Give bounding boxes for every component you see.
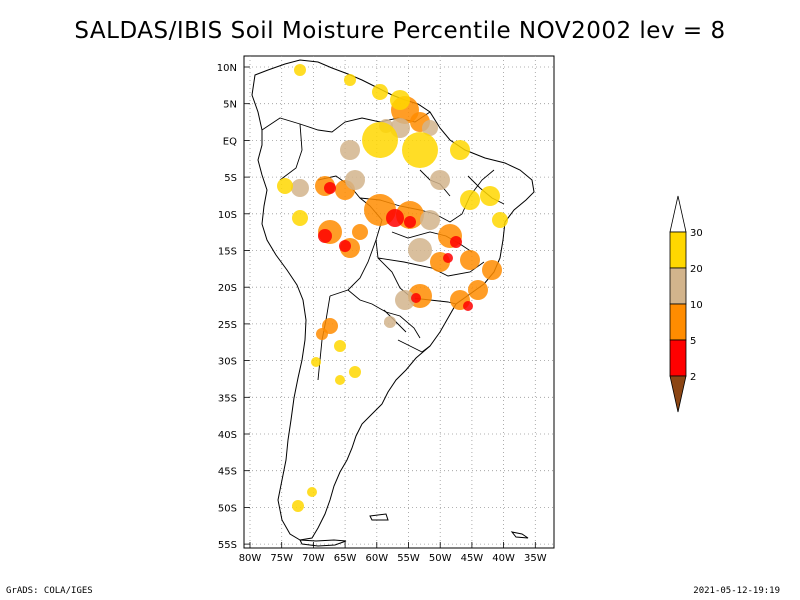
percentile-patch xyxy=(460,190,480,210)
percentile-patch xyxy=(402,132,438,168)
colorbar-segment xyxy=(669,339,687,377)
percentile-patch xyxy=(362,122,398,158)
percentile-patch xyxy=(292,210,308,226)
lon-label-80w: 80W xyxy=(239,553,262,564)
percentile-patch xyxy=(339,240,351,252)
lon-label-50w: 50W xyxy=(429,553,452,564)
percentile-patch xyxy=(277,178,293,194)
percentile-patch xyxy=(480,186,500,206)
percentile-patch xyxy=(334,340,346,352)
map-title: SALDAS/IBIS Soil Moisture Percentile NOV… xyxy=(74,18,726,44)
percentile-patch xyxy=(307,487,317,497)
percentile-patch xyxy=(468,280,488,300)
lat-label-50s: 50S xyxy=(218,503,237,514)
colorbar-label: 5 xyxy=(690,336,696,347)
colorbar-label: 30 xyxy=(690,228,703,239)
lat-label-10n: 10N xyxy=(217,63,237,74)
lat-label-20s: 20S xyxy=(218,283,237,294)
percentile-patch xyxy=(352,224,368,240)
percentile-patch xyxy=(408,238,432,262)
percentile-patch xyxy=(430,170,450,190)
percentile-patch xyxy=(450,140,470,160)
percentile-patch xyxy=(349,366,361,378)
percentile-patch xyxy=(324,182,336,194)
lat-label-eq: EQ xyxy=(223,136,237,147)
lon-label-60w: 60W xyxy=(365,553,388,564)
lon-label-55w: 55W xyxy=(397,553,420,564)
soil-moisture-shading xyxy=(277,64,508,512)
lat-label-35s: 35S xyxy=(218,393,237,404)
lat-label-5s: 5S xyxy=(224,173,237,184)
lon-label-40w: 40W xyxy=(492,553,515,564)
percentile-patch xyxy=(492,212,508,228)
percentile-patch xyxy=(292,500,304,512)
colorbar-segment xyxy=(669,303,687,341)
footer-timestamp: 2021-05-12-19:19 xyxy=(693,586,780,596)
longitude-labels: 80W 75W 70W 65W 60W 55W 50W 45W 40W 35W xyxy=(239,553,547,564)
percentile-patch xyxy=(450,236,462,248)
percentile-patch xyxy=(372,84,388,100)
percentile-patch xyxy=(340,140,360,160)
percentile-patch xyxy=(386,209,404,227)
percentile-patch xyxy=(345,170,365,190)
lat-label-25s: 25S xyxy=(218,320,237,331)
percentile-patch xyxy=(482,260,502,280)
lon-label-45w: 45W xyxy=(461,553,484,564)
lat-label-10s: 10S xyxy=(218,210,237,221)
percentile-patch xyxy=(335,375,345,385)
percentile-patch xyxy=(291,179,309,197)
colorbar-label: 20 xyxy=(690,264,703,275)
lat-label-40s: 40S xyxy=(218,430,237,441)
colorbar-segment xyxy=(669,267,687,305)
percentile-patch xyxy=(463,301,473,311)
lat-label-15s: 15S xyxy=(218,247,237,258)
lon-label-70w: 70W xyxy=(302,553,325,564)
latitude-labels: 10N 5N EQ 5S 10S 15S 20S 25S 30S 35S 40S 45S 50S 55S xyxy=(217,63,237,551)
percentile-patch xyxy=(318,229,332,243)
percentile-patch xyxy=(422,120,438,136)
percentile-patch xyxy=(404,216,416,228)
colorbar-top-arrow xyxy=(669,195,687,233)
lat-label-5n: 5N xyxy=(223,100,237,111)
percentile-patch xyxy=(311,357,321,367)
grid-lines xyxy=(244,56,554,548)
lon-label-65w: 65W xyxy=(334,553,357,564)
lat-label-45s: 45S xyxy=(218,467,237,478)
percentile-patch xyxy=(460,250,480,270)
colorbar-label: 10 xyxy=(690,300,703,311)
colorbar-label: 2 xyxy=(690,372,696,383)
colorbar-bottom-arrow xyxy=(669,375,687,413)
lon-label-35w: 35W xyxy=(524,553,547,564)
percentile-patch xyxy=(411,293,421,303)
footer-credit: GrADS: COLA/IGES xyxy=(6,586,93,596)
percentile-patch xyxy=(443,253,453,263)
lat-label-55s: 55S xyxy=(218,540,237,551)
percentile-patch xyxy=(384,316,396,328)
percentile-patch xyxy=(395,290,415,310)
percentile-patch xyxy=(316,328,328,340)
percentile-patch xyxy=(420,210,440,230)
south-america-landmass xyxy=(251,59,535,547)
lat-label-30s: 30S xyxy=(218,357,237,368)
percentile-patch xyxy=(294,64,306,76)
colorbar-segment xyxy=(669,231,687,269)
percentile-patch xyxy=(390,90,410,110)
colorbar: 30 20 10 5 2 xyxy=(669,195,703,413)
percentile-patch xyxy=(344,74,356,86)
lon-label-75w: 75W xyxy=(270,553,293,564)
